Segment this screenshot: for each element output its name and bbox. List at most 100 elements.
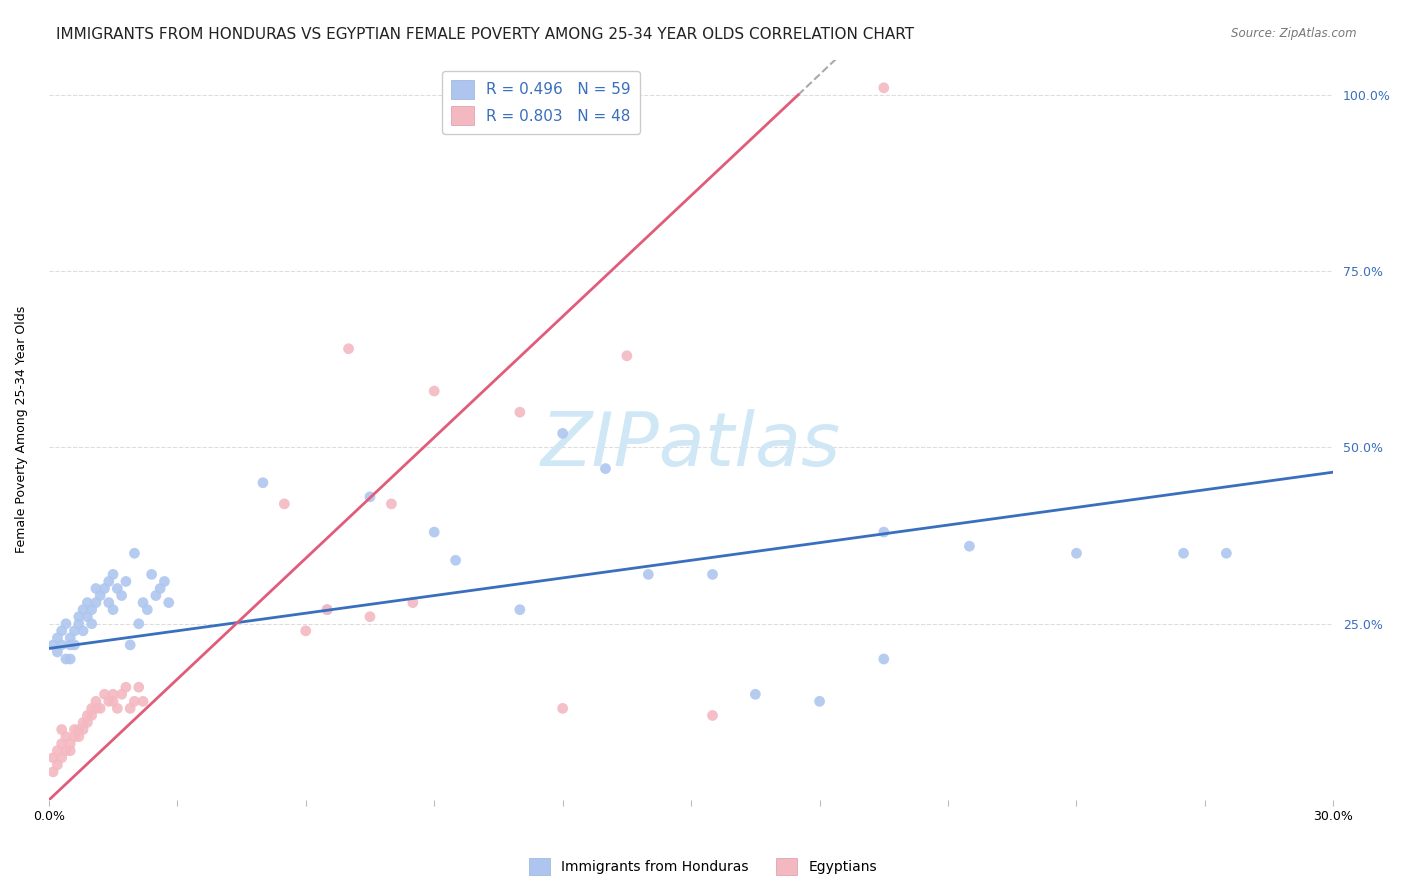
Point xyxy=(63,638,86,652)
Point xyxy=(59,638,82,652)
Point xyxy=(294,624,316,638)
Point xyxy=(509,405,531,419)
Point xyxy=(63,730,86,744)
Y-axis label: Female Poverty Among 25-34 Year Olds: Female Poverty Among 25-34 Year Olds xyxy=(15,306,28,553)
Point xyxy=(80,701,103,715)
Point xyxy=(132,596,155,610)
Point xyxy=(380,497,402,511)
Point xyxy=(51,737,73,751)
Point xyxy=(105,701,128,715)
Point xyxy=(111,687,134,701)
Point xyxy=(72,624,94,638)
Point xyxy=(55,730,77,744)
Legend: R = 0.496   N = 59, R = 0.803   N = 48: R = 0.496 N = 59, R = 0.803 N = 48 xyxy=(441,71,640,134)
Point xyxy=(72,723,94,737)
Point xyxy=(115,680,138,694)
Point xyxy=(59,652,82,666)
Point xyxy=(101,602,124,616)
Point xyxy=(59,744,82,758)
Point xyxy=(124,694,146,708)
Point xyxy=(337,342,360,356)
Point xyxy=(72,715,94,730)
Point xyxy=(359,609,381,624)
Point xyxy=(46,744,69,758)
Point xyxy=(93,687,115,701)
Point xyxy=(128,616,150,631)
Point xyxy=(132,694,155,708)
Point xyxy=(51,638,73,652)
Point xyxy=(42,764,65,779)
Point xyxy=(67,723,90,737)
Point xyxy=(873,525,896,540)
Point xyxy=(76,708,98,723)
Point xyxy=(153,574,176,589)
Point xyxy=(80,602,103,616)
Point xyxy=(46,757,69,772)
Point xyxy=(873,80,896,95)
Point xyxy=(551,701,574,715)
Point xyxy=(744,687,766,701)
Point xyxy=(55,652,77,666)
Point xyxy=(42,638,65,652)
Point xyxy=(80,708,103,723)
Point xyxy=(59,737,82,751)
Point xyxy=(551,426,574,441)
Point xyxy=(84,596,107,610)
Point xyxy=(120,638,142,652)
Point xyxy=(128,680,150,694)
Point xyxy=(72,602,94,616)
Point xyxy=(702,567,724,582)
Point xyxy=(97,574,120,589)
Point xyxy=(51,750,73,764)
Point xyxy=(93,582,115,596)
Point xyxy=(97,694,120,708)
Point xyxy=(149,582,172,596)
Point xyxy=(76,596,98,610)
Point xyxy=(959,539,981,553)
Point xyxy=(595,461,617,475)
Point xyxy=(273,497,295,511)
Legend: Immigrants from Honduras, Egyptians: Immigrants from Honduras, Egyptians xyxy=(523,853,883,880)
Point xyxy=(89,589,111,603)
Point xyxy=(423,525,446,540)
Point xyxy=(111,589,134,603)
Point xyxy=(55,616,77,631)
Text: IMMIGRANTS FROM HONDURAS VS EGYPTIAN FEMALE POVERTY AMONG 25-34 YEAR OLDS CORREL: IMMIGRANTS FROM HONDURAS VS EGYPTIAN FEM… xyxy=(56,27,914,42)
Point xyxy=(1173,546,1195,560)
Point xyxy=(873,652,896,666)
Point xyxy=(637,567,659,582)
Point xyxy=(444,553,467,567)
Point xyxy=(808,694,831,708)
Point xyxy=(67,609,90,624)
Point xyxy=(1066,546,1088,560)
Point xyxy=(1215,546,1237,560)
Point xyxy=(59,631,82,645)
Point xyxy=(136,602,159,616)
Point xyxy=(67,616,90,631)
Point xyxy=(46,645,69,659)
Point xyxy=(84,701,107,715)
Point xyxy=(101,567,124,582)
Point xyxy=(63,624,86,638)
Point xyxy=(76,609,98,624)
Point xyxy=(80,616,103,631)
Point xyxy=(63,723,86,737)
Point xyxy=(145,589,167,603)
Point xyxy=(76,715,98,730)
Point xyxy=(46,631,69,645)
Text: ZIPatlas: ZIPatlas xyxy=(541,409,841,481)
Text: Source: ZipAtlas.com: Source: ZipAtlas.com xyxy=(1232,27,1357,40)
Point xyxy=(42,750,65,764)
Point xyxy=(402,596,425,610)
Point xyxy=(616,349,638,363)
Point xyxy=(84,582,107,596)
Point xyxy=(67,730,90,744)
Point xyxy=(51,624,73,638)
Point xyxy=(115,574,138,589)
Point xyxy=(359,490,381,504)
Point xyxy=(509,602,531,616)
Point xyxy=(51,723,73,737)
Point xyxy=(101,694,124,708)
Point xyxy=(141,567,163,582)
Point xyxy=(101,687,124,701)
